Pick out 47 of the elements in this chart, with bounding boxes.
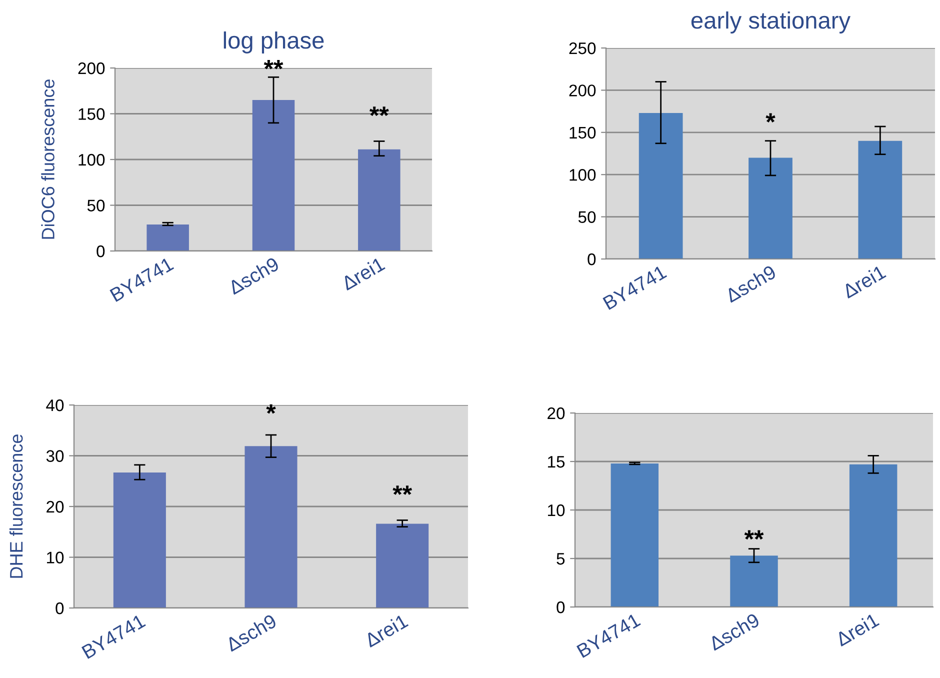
- chart-title: early stationary: [691, 11, 851, 34]
- x-tick-label: Δrei1: [364, 613, 409, 648]
- y-tick-label: 20: [46, 500, 64, 513]
- annotation: **: [392, 486, 412, 495]
- bar: [858, 140, 902, 259]
- annotation: **: [744, 530, 764, 540]
- y-tick-label: 0: [96, 245, 105, 258]
- y-tick-label: 0: [588, 253, 596, 266]
- bar: [638, 112, 683, 259]
- bar: [358, 149, 400, 251]
- bar: [244, 446, 298, 608]
- y-tick-label: 30: [46, 450, 64, 462]
- x-tick-label: Δrei1: [834, 612, 880, 647]
- y-axis-title: DHE fluorescence: [9, 434, 23, 578]
- annotation: **: [264, 60, 284, 70]
- x-tick-label: Δrei1: [841, 264, 886, 299]
- y-tick-label: 50: [87, 200, 105, 212]
- bar: [610, 463, 659, 607]
- y-tick-label: 200: [569, 84, 596, 96]
- annotation: **: [370, 106, 389, 116]
- bar: [376, 524, 429, 608]
- x-tick-label: Δrei1: [340, 256, 386, 291]
- annotation: *: [266, 404, 276, 414]
- bar: [849, 464, 898, 607]
- bar: [146, 224, 189, 251]
- y-tick-label: 10: [47, 552, 64, 564]
- chart-title: log phase: [224, 31, 324, 54]
- bar: [730, 556, 778, 607]
- y-tick-label: 250: [569, 42, 596, 54]
- bar: [748, 158, 792, 259]
- y-tick-label: 200: [78, 62, 105, 74]
- y-tick-label: 150: [78, 108, 105, 120]
- bar: [252, 100, 295, 251]
- y-tick-label: 0: [56, 602, 64, 614]
- y-tick-label: 5: [556, 553, 565, 565]
- y-tick-label: 100: [570, 169, 596, 181]
- y-tick-label: 15: [548, 456, 565, 468]
- annotation: *: [766, 113, 776, 123]
- y-axis-title: DiOC6 fluorescence: [41, 80, 54, 239]
- y-tick-label: 10: [548, 504, 565, 516]
- bar: [113, 472, 166, 608]
- y-tick-label: 100: [78, 154, 105, 166]
- y-tick-label: 20: [548, 407, 565, 420]
- y-tick-label: 0: [556, 601, 565, 614]
- y-tick-label: 150: [570, 126, 596, 139]
- y-tick-label: 50: [578, 211, 596, 224]
- y-tick-label: 40: [46, 399, 64, 412]
